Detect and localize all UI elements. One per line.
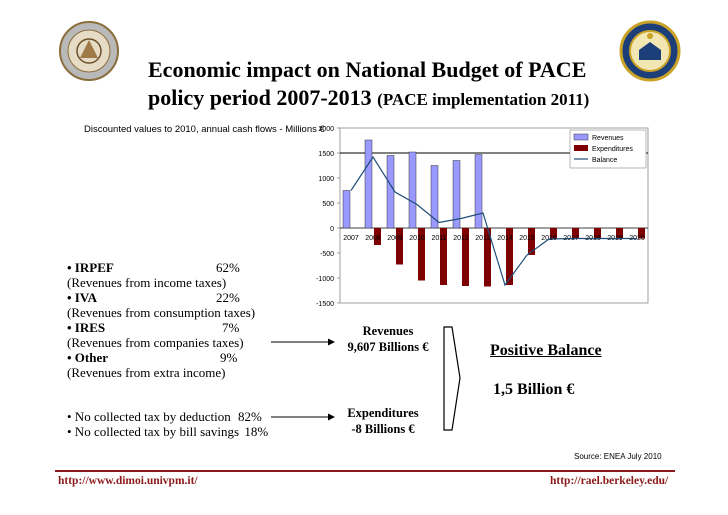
- y-tick-label: -1000: [316, 276, 334, 283]
- tax-name-label: • IRES: [67, 320, 106, 335]
- nocollected-bill-savings: • No collected tax by bill savings 18%: [67, 424, 268, 439]
- expenditure-bar: [594, 228, 601, 239]
- expenditure-bar: [374, 228, 381, 245]
- expenditure-bar: [528, 228, 535, 255]
- revenue-bar: [386, 155, 395, 229]
- tax-name-label: • IVA: [67, 290, 97, 305]
- expenditure-bar: [396, 228, 403, 265]
- berkeley-seal-icon: [619, 20, 681, 82]
- nocollected-pct: 82%: [238, 409, 262, 424]
- legend-label-balance: Balance: [592, 157, 617, 164]
- revenues-total-label: Revenues: [362, 324, 414, 338]
- y-tick-label: 1000: [318, 176, 334, 183]
- source-note: Source: ENEA July 2010: [574, 452, 662, 461]
- expenditure-bar: [638, 228, 645, 239]
- tax-pct-iva: 22%: [216, 290, 240, 305]
- y-tick-label: 1500: [318, 151, 334, 158]
- balance-value: 1,5 Billion €: [493, 381, 575, 398]
- x-tick-label: 2007: [343, 235, 359, 242]
- expenditure-bar: [462, 228, 469, 286]
- nocollected-pct: 18%: [244, 424, 269, 439]
- expenditure-bar: [550, 228, 557, 239]
- title-line-1: Economic impact on National Budget of PA…: [148, 57, 587, 82]
- y-tick-label: -1500: [316, 301, 334, 308]
- expenditure-bar: [418, 228, 425, 281]
- tax-name-ires: • IRES: [67, 320, 105, 335]
- univpm-seal-icon: [58, 20, 120, 82]
- plot-area: [339, 127, 649, 304]
- nocollected-label: • No collected tax by deduction: [67, 409, 231, 424]
- x-tick-label: 2014: [497, 235, 513, 242]
- revenues-total: Revenues 9,607 Billions €: [340, 323, 436, 355]
- revenue-bar: [430, 165, 439, 229]
- tax-desc-ires: (Revenues from companies taxes): [67, 335, 244, 350]
- expenditure-bar: [572, 228, 579, 239]
- title-line-2: policy period 2007-2013 (PACE implementa…: [148, 84, 589, 114]
- expenditures-total-label: Expenditures: [347, 406, 419, 420]
- revenue-bar: [452, 160, 461, 229]
- tax-name-other: • Other: [67, 350, 108, 365]
- y-tick-label: -500: [320, 251, 334, 258]
- x-tick-label: 2020: [629, 235, 645, 242]
- title-period: policy period 2007-2013: [148, 85, 372, 110]
- expenditure-bar: [484, 228, 491, 287]
- tax-pct-irpef: 62%: [216, 260, 240, 275]
- tax-pct-other: 9%: [220, 350, 238, 365]
- x-tick-label: 2013: [475, 235, 491, 242]
- x-tick-label: 2012: [453, 235, 469, 242]
- legend-swatch-expenditures: [574, 145, 588, 151]
- tax-name-irpef: • IRPEF: [67, 260, 114, 275]
- legend-swatch-revenues: [573, 133, 589, 141]
- expenditure-bar: [440, 228, 447, 285]
- tax-desc-other: (Revenues from extra income): [67, 365, 226, 380]
- tax-desc-iva: (Revenues from consumption taxes): [67, 305, 256, 320]
- tax-name-iva: • IVA: [67, 290, 97, 305]
- expenditure-bar: [616, 228, 623, 239]
- x-tick-label: 2009: [387, 235, 403, 242]
- x-tick-label: 2008: [365, 235, 381, 242]
- title-implementation: (PACE implementation 2011): [377, 90, 590, 109]
- y-tick-label: 500: [322, 201, 334, 208]
- dimoi-link[interactable]: http://www.dimoi.univpm.it/: [58, 475, 198, 487]
- revenue-bar: [364, 139, 373, 229]
- legend-label-revenues: Revenues: [592, 135, 624, 142]
- berkeley-link[interactable]: http://rael.berkeley.edu/: [550, 475, 669, 487]
- nocollected-deduction: • No collected tax by deduction 82%: [67, 409, 262, 424]
- revenue-bar: [408, 151, 417, 229]
- expenditure-bar: [506, 228, 513, 285]
- x-tick-label: 2010: [409, 235, 425, 242]
- revenue-bar: [342, 190, 351, 229]
- legend-label-expenditures: Expenditures: [592, 146, 633, 153]
- x-tick-label: 2015: [519, 235, 535, 242]
- footer-divider: [55, 470, 675, 472]
- tax-pct-ires: 7%: [222, 320, 240, 335]
- nocollected-label: • No collected tax by bill savings: [67, 424, 240, 439]
- expenditures-total-value: -8 Billions €: [351, 422, 415, 436]
- tax-name-label: • IRPEF: [67, 260, 114, 275]
- tax-name-label: • Other: [67, 350, 109, 365]
- tax-desc-irpef: (Revenues from income taxes): [67, 275, 227, 290]
- expenditures-total: Expenditures -8 Billions €: [335, 405, 431, 437]
- revenue-bar: [474, 154, 483, 229]
- positive-balance-heading: Positive Balance: [490, 342, 602, 359]
- chart-note: Discounted values to 2010, annual cash f…: [84, 124, 325, 135]
- revenues-total-value: 9,607 Billions €: [347, 340, 429, 354]
- balance-line: [350, 155, 637, 287]
- page-title: Economic impact on National Budget of PA…: [148, 56, 589, 114]
- y-tick-label: 2000: [318, 126, 334, 133]
- budget-chart: 2000 1500 1000 500 0 -500 -1000 -1500 2007 2008 20…: [316, 126, 649, 308]
- y-tick-label: 0: [330, 226, 334, 233]
- x-tick-label: 2011: [431, 235, 446, 242]
